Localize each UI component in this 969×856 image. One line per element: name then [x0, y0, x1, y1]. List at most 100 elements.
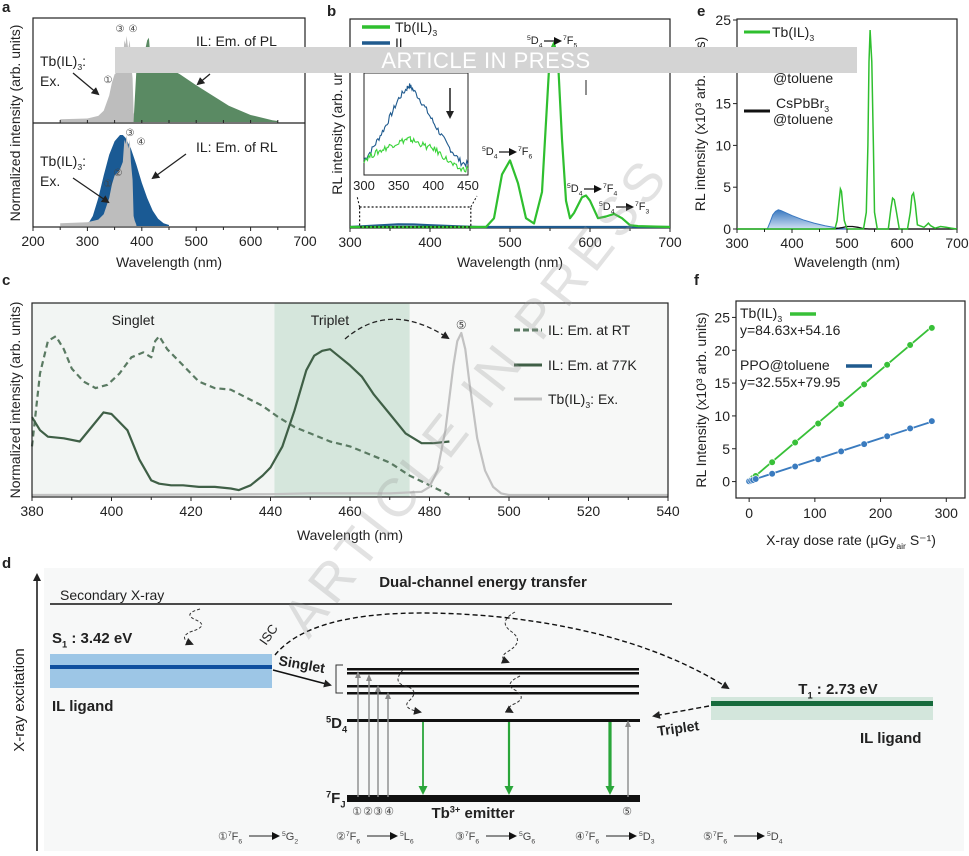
panel-e-y-tick-label: 0 [723, 221, 731, 237]
panel-letter-a: a [2, 0, 11, 16]
panel-f-point-1 [814, 455, 822, 463]
panel-b-peak-label-to: 7F6 [518, 146, 533, 160]
panel-d-tb-upper-level-3 [347, 685, 639, 688]
panel-f-point-0 [906, 341, 914, 349]
panel-letter-b: b [327, 3, 336, 20]
panel-f-point-1 [860, 440, 868, 448]
panel-f-y-tick-label: 25 [714, 309, 730, 325]
panel-a-bottom-marker-1: ① [104, 179, 113, 190]
panel-c-legend-label-1: IL: Em. at 77K [548, 357, 637, 373]
panel-e-y-tick-label: 15 [715, 96, 731, 112]
panel-d-transition-2-from: ②7F6 [336, 831, 360, 845]
panel-f-y-tick-label: 20 [714, 342, 730, 358]
panel-c-series-il-em-at-rt [30, 335, 450, 496]
panel-d-singlet-arrow [272, 669, 332, 688]
panel-a-bottom-marker-4: ④ [137, 137, 146, 148]
panel-c-region-label-singlet: Singlet [112, 312, 155, 328]
panel-e-x-tick-label: 600 [890, 235, 914, 251]
panel-e-legend-label-ppo-line2: @toluene [773, 70, 833, 86]
panel-e-series-ppo-area [737, 209, 848, 230]
panel-f-point-1 [752, 475, 760, 483]
panel-d-excitation-arrowhead-1 [355, 671, 361, 678]
panel-f-point-0 [791, 438, 799, 447]
panel-b-x-tick-label: 300 [338, 234, 362, 250]
panel-b-inset-series-il [363, 83, 469, 168]
panel-a-bottom-ex-label-line2: Ex. [40, 173, 60, 189]
panel-f-y-label: RL Intensity (x10³ arb. units) [693, 312, 709, 487]
panel-c-x-tick-label: 380 [20, 503, 44, 519]
panel-e-y-tick-label: 5 [723, 179, 731, 195]
panel-f-y-tick-label: 5 [722, 441, 730, 457]
panel-d-ligand-left-label: IL ligand [52, 698, 113, 715]
panel-a-pl-area-1 [133, 37, 278, 123]
panel-b-y-label: RL intensity (arb. units) [329, 51, 345, 194]
panel-d-tb-upper-level-4 [347, 692, 639, 695]
panel-c-x-tick-label: 460 [338, 503, 362, 519]
panel-f-point-0 [883, 361, 891, 369]
panel-d-level-marker-3: ③ [373, 806, 383, 818]
panel-b-legend-label: Tb(IL)3 [395, 19, 437, 38]
panel-d-transition-5-to: 5D4 [767, 831, 783, 845]
panel-b-x-label: Wavelength (nm) [457, 254, 563, 270]
panel-f-point-0 [814, 419, 822, 428]
panel-letter-c: c [2, 272, 10, 289]
panel-d-relaxation-wiggle-tb-2 [500, 611, 518, 664]
article-in-press-banner: ARTICLE IN PRESS [115, 47, 857, 73]
panel-d-relaxation-wiggle-tb-3 [504, 675, 522, 713]
panel-a-bottom-em-label: IL: Em. of RL [196, 139, 278, 155]
panel-c-transfer-arrow [344, 318, 450, 340]
panel-c-legend-label-2: Tb(IL)3: Ex. [548, 391, 618, 410]
panel-f-point-1 [906, 424, 914, 432]
panel-d-transition-1-from: ①7F6 [218, 831, 242, 845]
panel-d-excitation-arrowhead-5 [625, 720, 631, 727]
panel-d-transition-4-from: ④7F6 [575, 831, 599, 845]
panel-e-x-tick-label: 300 [725, 235, 749, 251]
panel-c-x-tick-label: 400 [100, 503, 124, 519]
panel-b-peak-label-to: 7F5 [563, 35, 578, 49]
panel-f-point-0 [837, 400, 845, 408]
panel-c-region-singlet [32, 303, 275, 497]
panel-b-x-tick-label: 400 [418, 234, 442, 250]
panel-f-point-1 [883, 432, 891, 440]
panel-d-level-marker-4: ④ [384, 806, 394, 818]
panel-b-x-tick-label: 500 [498, 234, 522, 250]
panel-c-region-label-triplet: Triplet [311, 312, 349, 328]
panel-a-x-tick-label: 200 [21, 233, 45, 249]
panel-f-point-0 [768, 458, 776, 466]
panel-a-x-tick-label: 600 [239, 233, 263, 249]
panel-f-point-1 [768, 470, 776, 478]
panel-a-rl-area-1 [60, 135, 137, 226]
panel-a-x-tick-label: 500 [185, 233, 209, 249]
panel-a-x-label: Wavelength (nm) [116, 254, 222, 270]
panel-b-peak-label-from: 5D4 [527, 35, 543, 49]
panel-d-ligand-right-label: IL ligand [860, 730, 921, 747]
panel-d-emitter-label: Tb3+ emitter [431, 804, 514, 822]
panel-c-series-il-em-at-77k [31, 348, 450, 492]
panel-d-isc-arrow [274, 612, 730, 690]
panel-e-x-tick-label: 400 [780, 235, 804, 251]
panel-d-level-marker-5: ⑤ [622, 806, 632, 818]
panel-a-bottom-ex-label: Tb(IL)3: [40, 153, 86, 172]
panel-d-emission-arrowhead-1 [418, 786, 428, 795]
panel-c-x-tick-label: 500 [497, 503, 521, 519]
panel-f-point-1 [791, 462, 799, 471]
panel-d-transition-2-to: 5L6 [400, 831, 414, 845]
panel-f-y-tick-label: 0 [722, 474, 730, 490]
panel-f-y-tick-label: 15 [714, 375, 730, 391]
panel-d-7fj-label: 7FJ [326, 789, 346, 809]
panel-e-x-tick-label: 500 [835, 235, 859, 251]
panel-e-series-tbil3 [737, 29, 958, 230]
panel-d-excitation-arrowhead-3 [375, 685, 381, 692]
panel-d-5d4-label: 5D4 [326, 714, 348, 734]
panel-d-tb-upper-level-1 [347, 668, 639, 671]
panel-f-equation-ppo: y=32.55x+79.95 [740, 374, 841, 390]
panel-d-7fj-level [347, 795, 640, 802]
panel-b-inset-frame [363, 72, 469, 176]
panel-b-peak-label-from: 5D4 [482, 146, 498, 160]
panel-b-peak-label-to: 7F3 [635, 201, 650, 215]
panel-e-legend-label-tbil3: Tb(IL)3 [772, 24, 814, 43]
panel-c-series-tb-il-3-ex- [31, 331, 668, 497]
panel-f-point-1 [928, 417, 936, 425]
panel-a-bottom-em-arrow [151, 153, 187, 180]
